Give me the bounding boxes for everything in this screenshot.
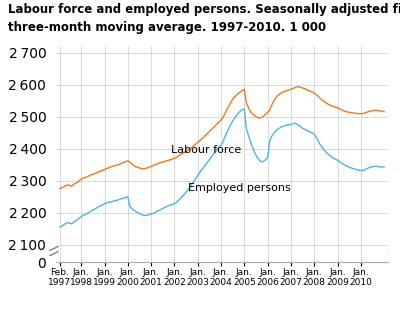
Text: Labour force: Labour force xyxy=(170,145,241,155)
Text: Labour force and employed persons. Seasonally adjusted figures,: Labour force and employed persons. Seaso… xyxy=(8,3,400,16)
Text: three-month moving average. 1997-2010. 1 000: three-month moving average. 1997-2010. 1… xyxy=(8,21,326,34)
Text: Employed persons: Employed persons xyxy=(188,183,291,193)
